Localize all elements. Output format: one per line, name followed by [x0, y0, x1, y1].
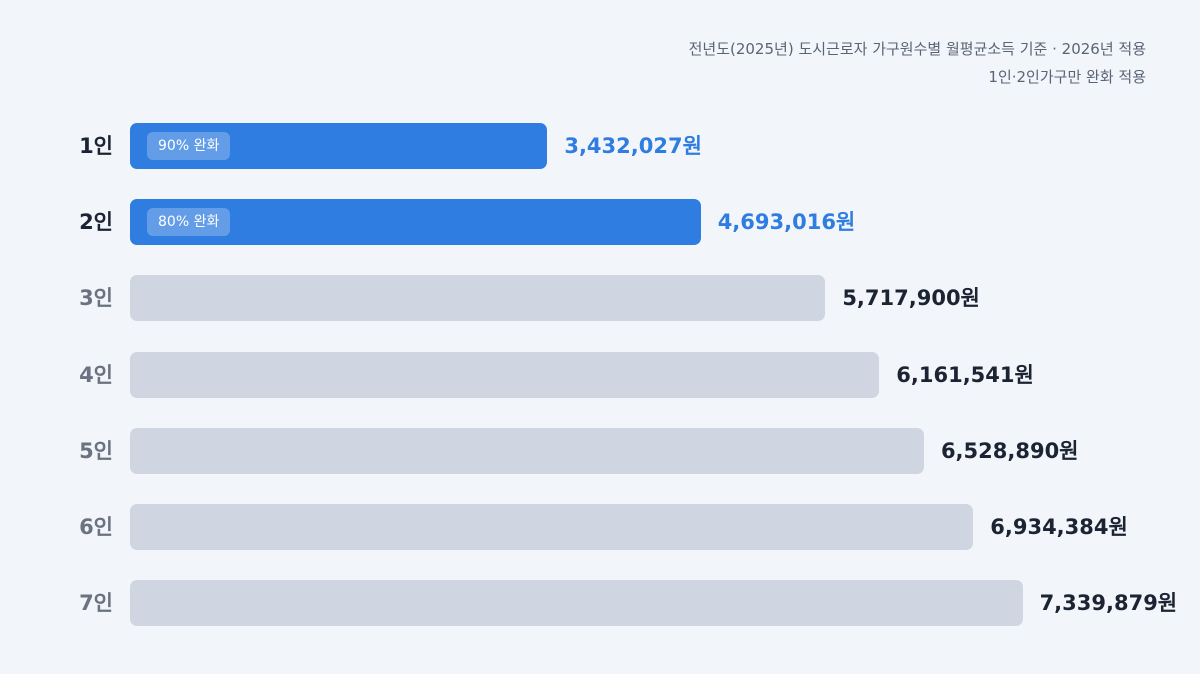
value-label: 3,432,027원 — [564, 134, 702, 158]
value-label: 6,934,384원 — [990, 515, 1128, 539]
value-label: 4,693,016원 — [717, 210, 856, 235]
bar-row: 6인 6,934,384원 — [0, 504, 1200, 550]
bar — [130, 580, 1023, 627]
bar-row: 2인 80% 완화 4,693,016원 — [0, 199, 1200, 246]
note-line-1: 전년도(2025년) 도시근로자 가구원수별 월평균소득 기준 · 2026년 … — [688, 40, 1146, 58]
value-label: 6,528,890원 — [940, 438, 1079, 463]
category-label: 4인 — [79, 362, 113, 387]
bar-row: 4인 6,161,541원 — [0, 351, 1200, 398]
relief-badge: 90% 완화 — [147, 132, 231, 160]
bar: 90% 완화 — [130, 123, 548, 169]
bar-row: 1인 90% 완화 3,432,027원 — [0, 123, 1200, 169]
category-label: 2인 — [79, 210, 113, 235]
bar — [130, 504, 974, 550]
relief-badge: 80% 완화 — [147, 208, 231, 237]
category-label: 5인 — [79, 438, 113, 463]
bar-row: 5인 6,528,890원 — [0, 427, 1200, 474]
bar: 80% 완화 — [130, 199, 701, 246]
bar — [130, 351, 880, 398]
value-label: 5,717,900원 — [842, 286, 980, 311]
category-label: 6인 — [79, 515, 113, 539]
category-label: 1인 — [79, 134, 113, 158]
value-label: 6,161,541원 — [896, 362, 1034, 387]
category-label: 7인 — [79, 591, 113, 616]
note-line-2: 1인·2인가구만 완화 적용 — [988, 68, 1146, 86]
bar-row: 3인 5,717,900원 — [0, 275, 1200, 322]
value-label: 7,339,879원 — [1039, 591, 1178, 616]
bar-row: 7인 7,339,879원 — [0, 580, 1200, 627]
bar — [130, 275, 826, 322]
bar — [130, 427, 924, 474]
category-label: 3인 — [79, 286, 113, 311]
chart-note: 전년도(2025년) 도시근로자 가구원수별 월평균소득 기준 · 2026년 … — [689, 35, 1146, 91]
